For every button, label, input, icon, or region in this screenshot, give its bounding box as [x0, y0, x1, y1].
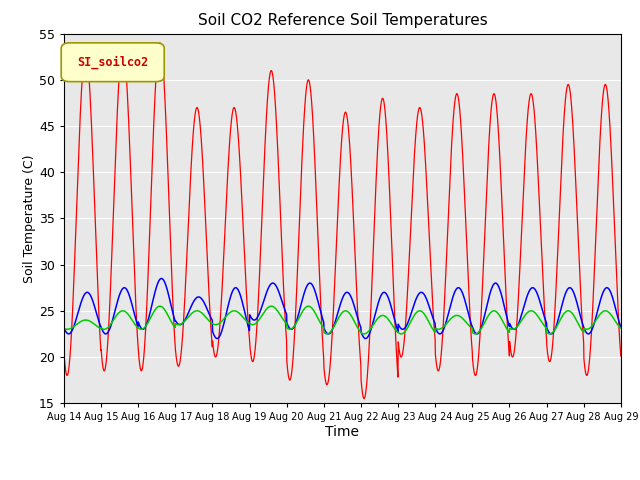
Ref_ST -8cm	[584, 331, 591, 336]
Ref_ST -8cm	[371, 312, 379, 318]
Ref_ST -2cm	[617, 325, 625, 331]
Ref_ST -16cm	[60, 351, 68, 357]
Ref_ST -2cm	[568, 310, 576, 316]
Ref_ST -2cm	[371, 320, 379, 325]
Ref_ST -16cm	[617, 353, 625, 359]
Ref_ST -8cm	[60, 325, 68, 331]
Ref_ST -16cm	[360, 396, 368, 401]
Text: SI_soilco2: SI_soilco2	[77, 56, 148, 69]
Ref_ST -8cm	[216, 333, 223, 339]
Ref_ST -16cm	[359, 392, 367, 397]
Ref_ST -16cm	[371, 203, 379, 209]
Ref_ST -2cm	[60, 326, 68, 332]
Ref_ST -2cm	[584, 326, 591, 332]
Ref_ST -16cm	[584, 372, 591, 377]
Ref_ST -2cm	[216, 320, 223, 326]
X-axis label: Time: Time	[325, 425, 360, 439]
Ref_ST -2cm	[546, 331, 554, 337]
Ref_ST -8cm	[157, 276, 165, 281]
Title: Soil CO2 Reference Soil Temperatures: Soil CO2 Reference Soil Temperatures	[198, 13, 487, 28]
Ref_ST -2cm	[504, 328, 512, 334]
Line: Ref_ST -8cm: Ref_ST -8cm	[64, 278, 621, 338]
Ref_ST -8cm	[213, 336, 221, 341]
Ref_ST -8cm	[617, 324, 625, 330]
Ref_ST -8cm	[359, 333, 367, 339]
Ref_ST -2cm	[359, 331, 367, 336]
Ref_ST -16cm	[216, 327, 223, 333]
Ref_ST -16cm	[156, 40, 164, 46]
Line: Ref_ST -16cm: Ref_ST -16cm	[64, 43, 621, 398]
Ref_ST -16cm	[568, 110, 576, 116]
Ref_ST -16cm	[505, 343, 513, 348]
FancyBboxPatch shape	[61, 43, 164, 82]
Ref_ST -8cm	[568, 287, 576, 292]
Y-axis label: Soil Temperature (C): Soil Temperature (C)	[23, 154, 36, 283]
Ref_ST -2cm	[156, 303, 164, 309]
Ref_ST -8cm	[505, 321, 513, 327]
Line: Ref_ST -2cm: Ref_ST -2cm	[64, 306, 621, 334]
Legend: Ref_ST -16cm, Ref_ST -8cm, Ref_ST -2cm: Ref_ST -16cm, Ref_ST -8cm, Ref_ST -2cm	[136, 478, 549, 480]
